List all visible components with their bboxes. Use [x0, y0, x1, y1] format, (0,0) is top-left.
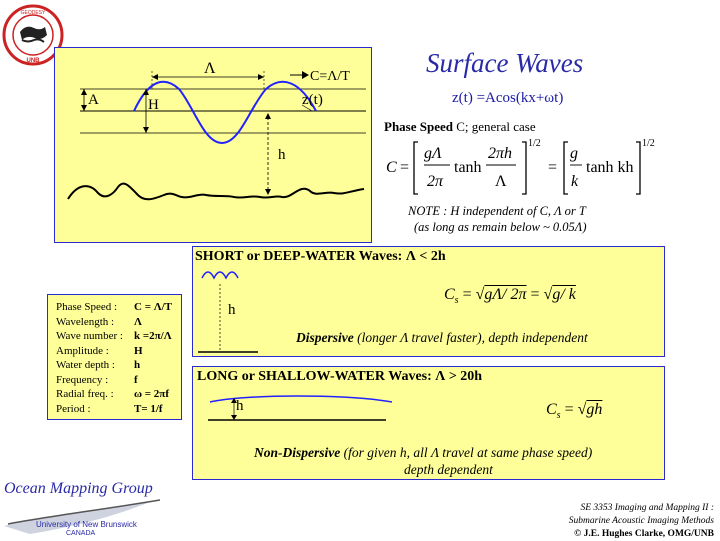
wave-diagram-panel [54, 47, 372, 243]
legend-row: Wave number :k =2π/Λ [56, 330, 172, 342]
legend-row: Frequency :f [56, 373, 138, 386]
country-name: CANADA [66, 530, 96, 537]
shallow-water-heading: LONG or SHALLOW-WATER Waves: Λ > 20h [197, 369, 483, 384]
legend-row: Amplitude :H [56, 344, 143, 357]
feather-logo-icon [4, 499, 161, 534]
shallow-water-depth-label: h [236, 398, 244, 414]
svg-text:=: = [400, 159, 409, 176]
deep-water-description: Dispersive (longer Λ travel faster), dep… [296, 330, 588, 345]
shallow-water-description-line2: depth dependent [404, 462, 493, 477]
deep-water-depth-label: h [228, 302, 236, 318]
shallow-water-panel [192, 366, 665, 480]
shallow-water-sketch [208, 395, 393, 421]
university-name: University of New Brunswick [36, 520, 137, 529]
svg-text:GEODESY: GEODESY [21, 10, 46, 16]
svg-text:1/2: 1/2 [528, 138, 541, 149]
svg-text:C: C [386, 159, 397, 176]
svg-text:UNB: UNB [27, 58, 41, 64]
svg-text:Λ: Λ [495, 173, 507, 190]
deep-water-panel [192, 246, 665, 357]
course-footer: SE 3353 Imaging and Mapping II : Submari… [568, 503, 714, 539]
globe-seal-icon: GEODESY UNB [2, 4, 64, 66]
phase-speed-label: C=Λ/T [310, 69, 350, 84]
phase-speed-heading: Phase Speed C; general case [384, 119, 536, 134]
note-line-1: NOTE : H independent of C, Λ or T [408, 204, 586, 218]
general-phase-speed-formula: C = gΛ 2π tanh 2πh Λ 1/2 = g k tanh kh 1… [386, 138, 655, 195]
legend-row: Period : T= 1/f [56, 402, 163, 415]
legend-row: Radial freq. :ω = 2πf [56, 388, 169, 400]
svg-text:tanh: tanh [454, 159, 482, 176]
shallow-water-description: Non-Dispersive (for given h, all Λ trave… [254, 445, 593, 460]
svg-text:2πh: 2πh [488, 145, 512, 162]
legend-list: Phase Speed :C = Λ/T Wavelength :Λ Wave … [56, 300, 181, 416]
svg-text:tanh kh: tanh kh [586, 159, 634, 176]
deep-water-sketch [198, 271, 258, 353]
legend-row: Water depth :h [56, 359, 141, 371]
shallow-water-formula: Cs = √gh [546, 401, 603, 422]
brand-name: Ocean Mapping Group [4, 480, 153, 497]
page-title: Surface Waves [426, 48, 584, 78]
deep-water-formula: Cs = √gΛ/ 2π = √g/ k [444, 286, 576, 307]
note-line-2: (as long as remain below ~ 0.05Λ) [414, 220, 587, 234]
department-seal: GEODESY UNB [2, 4, 64, 66]
zt-label: z(t) [302, 92, 323, 108]
deep-water-heading: SHORT or DEEP-WATER Waves: Λ < 2h [195, 249, 446, 264]
symbol-legend-panel: Phase Speed :C = Λ/T Wavelength :Λ Wave … [47, 294, 182, 420]
legend-row: Wavelength :Λ [56, 315, 142, 328]
svg-text:1/2: 1/2 [642, 138, 655, 149]
svg-text:g: g [570, 145, 578, 162]
lambda-label: Λ [204, 60, 216, 77]
legend-row: Phase Speed :C = Λ/T [56, 301, 172, 313]
wave-profile-diagram: Λ C=Λ/T A H z(t) h [67, 60, 366, 201]
svg-text:gΛ: gΛ [424, 145, 442, 162]
wave-equation: z(t) =Acos(kx+ωt) [452, 90, 564, 106]
svg-text:=: = [548, 159, 557, 176]
depth-label: h [278, 147, 286, 163]
svg-text:k: k [571, 173, 579, 190]
height-label: H [148, 97, 159, 113]
amplitude-label: A [88, 92, 99, 108]
svg-text:2π: 2π [427, 173, 444, 190]
